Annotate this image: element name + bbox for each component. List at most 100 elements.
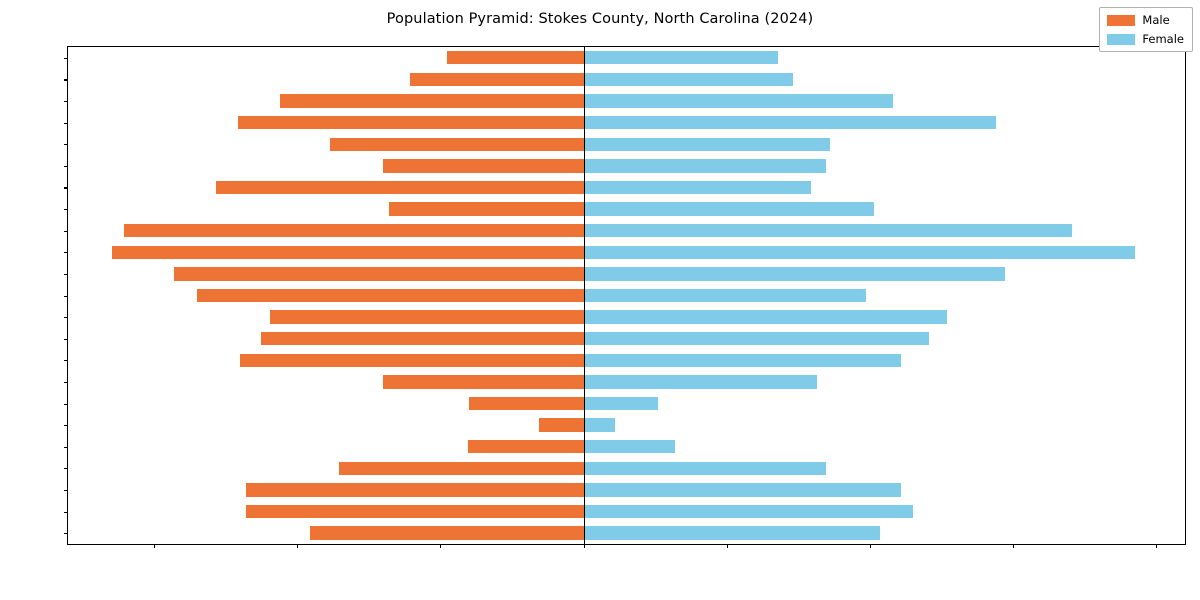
bar-female[interactable]	[583, 267, 1005, 281]
bar-female[interactable]	[583, 94, 893, 108]
x-axis-tick	[583, 544, 585, 548]
bar-male[interactable]	[310, 526, 584, 540]
bar-female[interactable]	[583, 483, 902, 497]
bar-male[interactable]	[239, 353, 584, 368]
legend-label-male: Male	[1142, 13, 1170, 27]
y-axis-tick	[64, 79, 68, 81]
y-axis-tick	[64, 489, 68, 492]
bar-row	[68, 310, 1185, 324]
y-axis-tick	[64, 425, 68, 427]
bar-male[interactable]	[269, 310, 584, 324]
bar-female[interactable]	[583, 440, 676, 454]
y-axis-tick	[64, 230, 68, 232]
bar-male[interactable]	[196, 288, 584, 303]
y-axis-tick	[64, 381, 68, 384]
y-axis-tick	[64, 122, 68, 124]
y-axis-tick	[64, 446, 68, 448]
x-axis-tick	[153, 544, 156, 548]
bar-row	[68, 483, 1185, 497]
bar-female[interactable]	[583, 504, 913, 519]
bar-male[interactable]	[468, 396, 584, 411]
bar-row	[68, 202, 1185, 216]
y-axis-tick	[64, 317, 68, 319]
y-axis-tick	[64, 273, 68, 275]
bar-female[interactable]	[583, 310, 948, 324]
bar-female[interactable]	[583, 375, 817, 389]
y-axis-tick	[64, 338, 68, 340]
bar-male[interactable]	[238, 115, 584, 130]
chart-title: Population Pyramid: Stokes County, North…	[386, 11, 814, 27]
bar-male[interactable]	[388, 202, 584, 216]
bar-male[interactable]	[173, 267, 584, 281]
bar-row	[68, 418, 1185, 432]
x-axis-tick	[297, 544, 299, 548]
bar-female[interactable]	[583, 115, 996, 130]
bar-female[interactable]	[583, 137, 830, 151]
bar-row	[68, 159, 1185, 173]
legend-item-male[interactable]: Male	[1107, 13, 1184, 27]
x-axis-tick	[869, 544, 872, 548]
bar-row	[68, 375, 1185, 389]
x-axis-tick	[726, 544, 728, 548]
bar-female[interactable]	[583, 332, 929, 346]
y-axis-tick	[64, 252, 68, 254]
y-axis-tick	[64, 468, 68, 470]
bar-male[interactable]	[338, 461, 584, 476]
bar-female[interactable]	[583, 51, 779, 65]
zero-axis-line	[583, 47, 585, 544]
bar-row	[68, 137, 1185, 151]
bar-male[interactable]	[467, 440, 584, 454]
bar-row	[68, 51, 1185, 65]
bar-row	[68, 223, 1185, 238]
bar-row	[68, 461, 1185, 476]
bar-female[interactable]	[583, 461, 826, 476]
bar-female[interactable]	[583, 159, 826, 173]
bar-row	[68, 180, 1185, 195]
bar-female[interactable]	[583, 288, 866, 303]
bar-male[interactable]	[383, 159, 584, 173]
x-axis-tick	[1013, 544, 1015, 548]
legend-item-female[interactable]: Female	[1107, 32, 1184, 46]
bar-row	[68, 526, 1185, 540]
bar-row	[68, 332, 1185, 346]
bar-male[interactable]	[383, 375, 584, 389]
y-axis-tick	[64, 209, 68, 211]
bar-female[interactable]	[583, 526, 880, 540]
bar-female[interactable]	[583, 245, 1135, 259]
bar-male[interactable]	[123, 223, 584, 238]
bar-female[interactable]	[583, 396, 658, 411]
x-axis-tick	[440, 544, 442, 548]
plot-area: 85+80-8475-7970-7467-6965-6662-6460-6155…	[64, 46, 1186, 548]
bar-row	[68, 115, 1185, 130]
bar-male[interactable]	[447, 51, 584, 65]
bar-female[interactable]	[583, 353, 902, 368]
bar-male[interactable]	[539, 418, 584, 432]
bar-male[interactable]	[330, 137, 584, 151]
y-axis-tick	[64, 165, 68, 167]
bar-male[interactable]	[261, 332, 584, 346]
x-axis-tick	[1156, 544, 1158, 548]
y-axis-tick	[64, 403, 68, 405]
bar-female[interactable]	[583, 418, 616, 432]
y-axis-tick	[64, 101, 68, 103]
bar-male[interactable]	[112, 245, 584, 259]
bar-male[interactable]	[410, 72, 584, 87]
bar-row	[68, 267, 1185, 281]
bar-female[interactable]	[583, 72, 793, 87]
y-axis-tick	[64, 533, 68, 535]
bar-row	[68, 504, 1185, 519]
bar-female[interactable]	[583, 180, 812, 195]
legend-swatch-female	[1107, 33, 1136, 45]
bar-female[interactable]	[583, 223, 1072, 238]
bar-row	[68, 440, 1185, 454]
bar-row	[68, 245, 1185, 259]
y-axis-tick	[64, 360, 68, 362]
bar-male[interactable]	[245, 504, 584, 519]
bar-female[interactable]	[583, 202, 875, 216]
bar-male[interactable]	[279, 94, 584, 108]
bar-row	[68, 396, 1185, 411]
y-axis-tick	[64, 57, 68, 59]
bar-male[interactable]	[215, 180, 584, 195]
bar-male[interactable]	[245, 483, 584, 497]
